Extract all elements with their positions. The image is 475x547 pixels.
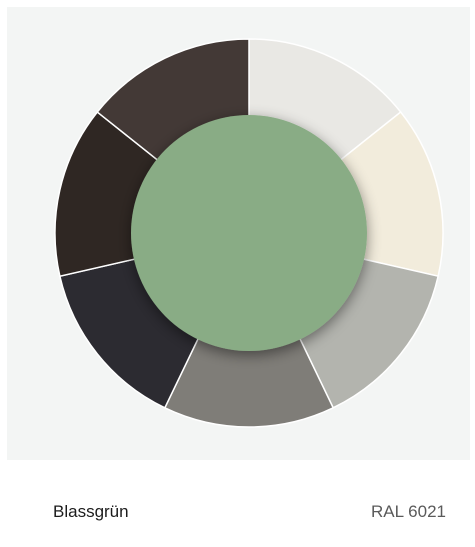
swatch-footer: [0, 460, 475, 547]
color-code-label: RAL 6021: [371, 502, 446, 521]
selected-color-swatch: [131, 115, 367, 351]
color-name-label: Blassgrün: [53, 502, 129, 521]
color-wheel: [54, 38, 444, 428]
